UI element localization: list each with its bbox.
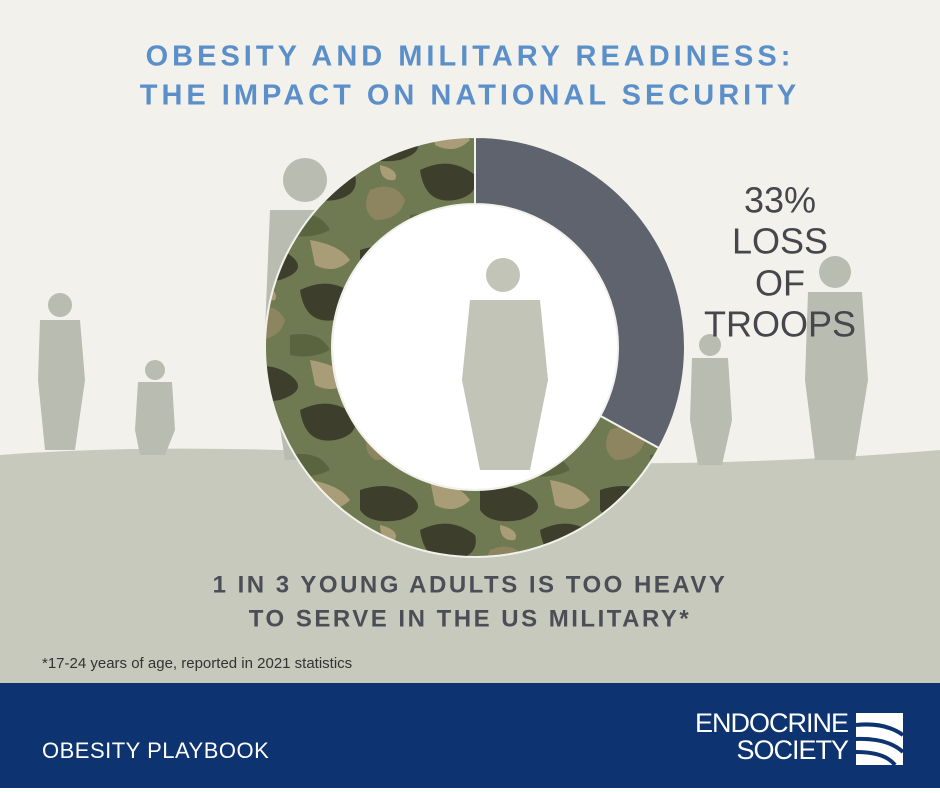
logo-icon xyxy=(855,713,905,767)
subtitle-line: 1 IN 3 YOUNG ADULTS IS TOO HEAVY xyxy=(213,571,728,598)
footer-label: OBESITY PLAYBOOK xyxy=(42,738,269,763)
donut-slice xyxy=(474,135,686,450)
value-label: 33% xyxy=(744,180,816,221)
subtitle-line: TO SERVE IN THE US MILITARY* xyxy=(249,605,692,632)
footnote: *17-24 years of age, reported in 2021 st… xyxy=(42,655,352,672)
logo-text: ENDOCRINE xyxy=(695,708,848,738)
title-line: OBESITY AND MILITARY READINESS: xyxy=(146,41,795,73)
annotation: LOSS xyxy=(732,221,828,262)
footer xyxy=(0,683,940,788)
donut-chart xyxy=(264,135,686,558)
center-soldier xyxy=(462,258,548,470)
annotation: OF xyxy=(755,263,805,304)
ground xyxy=(0,448,940,683)
donut-slice xyxy=(264,135,661,558)
logo-text: SOCIETY xyxy=(736,735,849,765)
title-line: THE IMPACT ON NATIONAL SECURITY xyxy=(140,80,801,112)
annotation: TROOPS xyxy=(704,304,856,345)
